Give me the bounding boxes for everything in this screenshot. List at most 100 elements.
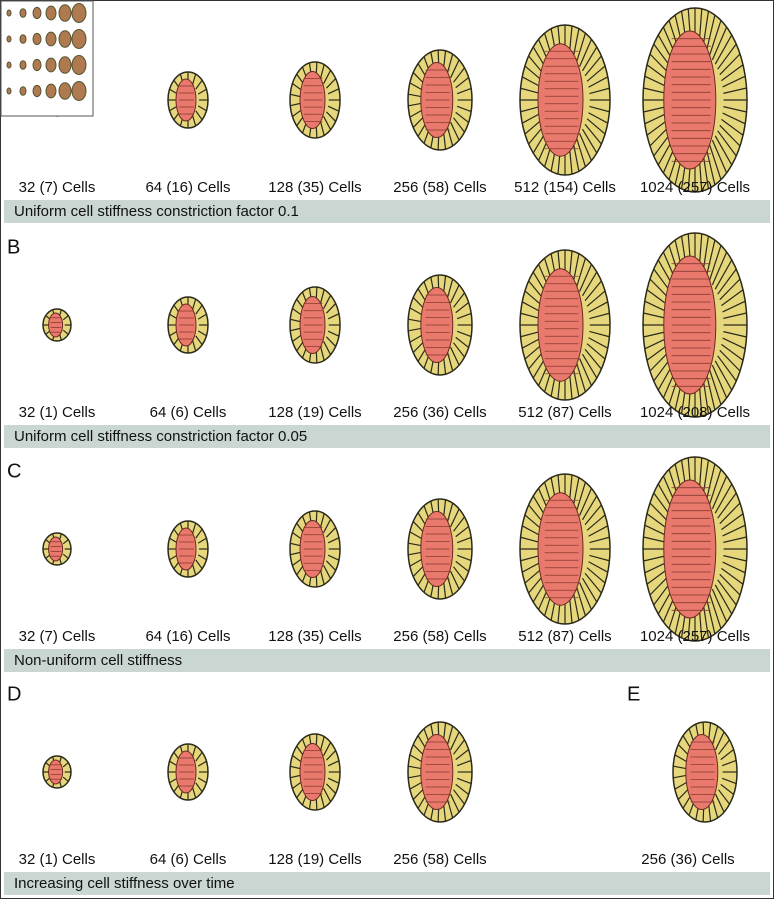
cell-wall xyxy=(719,53,741,76)
cell-wall xyxy=(455,783,469,795)
cell-wall xyxy=(408,551,423,556)
cell-wall xyxy=(719,502,741,525)
thumbnail xyxy=(0,0,94,117)
cell-wall xyxy=(62,553,69,559)
caption: 128 (19) Cells xyxy=(268,404,361,421)
cell-wall xyxy=(588,337,609,349)
cell-wall xyxy=(62,315,69,321)
cell-wall xyxy=(586,118,606,135)
cell-wall xyxy=(644,75,668,88)
cell-wall xyxy=(581,128,598,154)
banner-text: Increasing cell stiffness over time xyxy=(14,875,235,892)
cell-wall xyxy=(711,725,719,747)
cell-wall xyxy=(708,245,722,282)
cell-wall xyxy=(705,14,716,54)
cell-wall xyxy=(720,749,734,761)
thumbnail-embryo xyxy=(71,29,87,49)
caption: 256 (58) Cells xyxy=(393,628,486,645)
cell-wall xyxy=(323,295,332,309)
thumbnail-embryo xyxy=(71,81,87,101)
cell-wall xyxy=(290,551,302,556)
embryo xyxy=(407,274,473,376)
banner xyxy=(4,200,770,223)
cell-wall xyxy=(520,105,541,113)
caption: 1024 (208) Cells xyxy=(640,404,750,421)
embryo xyxy=(407,498,473,600)
cell-wall xyxy=(325,783,337,794)
cell-wall xyxy=(714,34,733,65)
cell-wall xyxy=(711,364,728,399)
caption: 32 (1) Cells xyxy=(19,851,96,868)
embryo xyxy=(642,456,748,642)
cell-wall xyxy=(721,118,744,136)
cell-wall xyxy=(575,585,587,617)
cell-wall xyxy=(711,251,728,286)
cell-wall xyxy=(711,139,728,174)
panel-label: B xyxy=(7,236,20,258)
cell-wall xyxy=(290,542,302,547)
cell-wall xyxy=(584,280,602,302)
thumbnail-embryo xyxy=(45,83,57,99)
cell-wall xyxy=(705,146,716,186)
cell-wall xyxy=(723,312,747,319)
cell-wall xyxy=(325,303,337,314)
cell-wall xyxy=(290,93,302,98)
cell-wall xyxy=(705,371,716,411)
cell-wall xyxy=(723,536,747,543)
cell-wall xyxy=(586,343,606,360)
cell-wall xyxy=(327,313,340,320)
embryo xyxy=(289,510,341,588)
cell-wall xyxy=(721,289,744,307)
caption: 32 (7) Cells xyxy=(19,179,96,196)
cell-wall xyxy=(453,516,465,532)
cell-wall xyxy=(708,20,722,57)
cell-wall xyxy=(711,475,728,510)
caption: 64 (6) Cells xyxy=(150,851,227,868)
thumbnail-embryo xyxy=(6,9,12,17)
embryo xyxy=(407,721,473,823)
cell-wall xyxy=(722,524,746,537)
cell-wall xyxy=(290,318,302,323)
cell-wall xyxy=(644,337,668,350)
cell-wall xyxy=(408,765,423,770)
cell-wall xyxy=(714,483,733,514)
cell-wall xyxy=(290,774,302,779)
embryo xyxy=(289,733,341,811)
cell-wall xyxy=(722,300,746,313)
cell-wall xyxy=(195,335,203,346)
cell-wall xyxy=(520,312,541,320)
caption: 32 (1) Cells xyxy=(19,404,96,421)
panel-label: E xyxy=(627,683,640,705)
thumbnail-embryo xyxy=(19,60,27,70)
embryo xyxy=(642,7,748,193)
thumbnail-embryo xyxy=(19,34,27,44)
cell-wall xyxy=(581,577,598,603)
cell-wall xyxy=(446,797,454,819)
cell-wall xyxy=(584,55,602,77)
cell-wall xyxy=(456,759,472,767)
cell-wall xyxy=(455,749,469,761)
cell-wall xyxy=(722,337,746,350)
embryo-inner xyxy=(48,759,64,785)
cell-wall xyxy=(449,121,460,141)
cell-wall xyxy=(589,330,610,338)
cell-wall xyxy=(62,776,69,782)
cell-wall xyxy=(195,528,203,539)
embryo-inner xyxy=(537,492,584,606)
thumbnail-embryo xyxy=(58,82,72,100)
embryo xyxy=(289,286,341,364)
cell-wall xyxy=(456,536,472,544)
cell-wall xyxy=(705,239,716,279)
cell-wall xyxy=(456,777,472,785)
cell-wall xyxy=(456,554,472,562)
thumbnail-embryo xyxy=(6,87,12,95)
cell-wall xyxy=(643,87,667,94)
cell-wall xyxy=(589,554,610,562)
cell-wall xyxy=(589,312,610,320)
cell-wall xyxy=(195,559,203,570)
caption: 1024 (257) Cells xyxy=(640,179,750,196)
cell-wall xyxy=(325,750,337,761)
caption: 256 (58) Cells xyxy=(393,179,486,196)
embryo xyxy=(407,49,473,151)
cell-wall xyxy=(62,539,69,545)
